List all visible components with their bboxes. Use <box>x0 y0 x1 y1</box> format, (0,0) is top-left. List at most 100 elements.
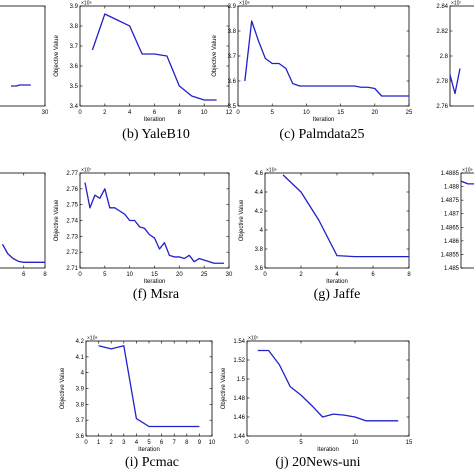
panel-b-ytick-label: 3.4 <box>70 104 79 110</box>
panel-e-xtick-label: 8 <box>43 272 47 278</box>
panel-i-caption: (i) Pcmac <box>125 455 179 470</box>
panel-c-ytick-label: 3.9 <box>228 4 237 10</box>
panel-a-axes-box <box>0 5 46 107</box>
panel-f-xtick-label: 10 <box>126 272 133 278</box>
panel-c-ytick-label: 3.6 <box>228 79 237 85</box>
panel-c-xtick-label: 10 <box>303 110 310 116</box>
panel-e-axes-box <box>0 172 46 269</box>
panel-j-series-line <box>257 349 399 422</box>
panel-b-ytick-label: 3.7 <box>70 44 79 50</box>
panel-h-ytick-label: 1.487 <box>444 212 460 218</box>
panel-j-axes-box <box>246 340 410 437</box>
panel-c-series-line <box>244 20 409 97</box>
panel-j: 0 5 10 15 1.44 1.46 1.48 1.5 1.52 1.54×10⁷ Iterati… <box>221 336 413 471</box>
panel-f-xtick-label: 20 <box>176 272 183 278</box>
panel-b-ytick-label: 3.9 <box>70 4 79 10</box>
panel-h-ytick-label: 1.488 <box>444 185 460 191</box>
panel-c-xtick-label: 25 <box>406 110 413 116</box>
panel-h-axes-box <box>460 172 474 269</box>
panel-c-ytick-label: 3.7 <box>228 54 237 60</box>
panel-i-series-line <box>98 345 200 428</box>
panel-j-caption: (j) 20News-uni <box>275 455 360 470</box>
panel-f-ytick-label: 2.75 <box>66 203 78 209</box>
panel-g-y-axis-label: Objective Value <box>239 199 245 241</box>
panel-i-x-axis-label: Iteration <box>138 447 160 453</box>
panel-g-ytick-label: 4.6 <box>255 171 264 177</box>
panel-b-ytick-label: 3.6 <box>70 64 79 70</box>
panel-j-x-axis-label: Iteration <box>317 447 339 453</box>
panel-j-ytick-label: 1.48 <box>233 396 245 402</box>
panel-c-axes-box <box>237 5 410 107</box>
panel-h-ytick-label: 1.4885 <box>441 171 460 177</box>
panel-g-ytick-label: 4.4 <box>255 190 264 196</box>
panel-j-ytick-label: 1.52 <box>233 358 245 364</box>
panel-c-xtick-label: 15 <box>337 110 344 116</box>
panel-d: 2.76 2.78 2.8 2.82 2.84×10⁷ <box>436 1 474 110</box>
panel-c-x-axis-label: Iteration <box>313 117 335 123</box>
panel-d-axes-box <box>449 5 474 107</box>
panel-e-series-line <box>1 243 45 263</box>
panel-f-xtick-label: 5 <box>103 272 107 278</box>
panel-f-ytick-label: 2.77 <box>66 171 78 177</box>
panel-h-ytick-label: 1.486 <box>444 239 460 245</box>
panel-d-series-line <box>449 68 461 95</box>
panel-j-y-multiplier: ×10⁷ <box>248 336 258 342</box>
panel-f-ytick-label: 2.76 <box>66 187 78 193</box>
panel-f-caption: (f) Msra <box>133 287 180 302</box>
panel-i-ytick-label: 3.9 <box>76 387 85 393</box>
panel-j-xtick-label: 5 <box>299 440 303 446</box>
panel-a-xtick-label: 30 <box>42 110 49 116</box>
panel-g-ytick-label: 4.2 <box>255 209 264 215</box>
panel-c-ytick-label: 3.8 <box>228 29 237 35</box>
panel-j-ytick-label: 1.44 <box>233 434 245 440</box>
panel-i-xtick-label: 3 <box>122 440 126 446</box>
panel-h-ytick-label: 1.4855 <box>441 252 460 258</box>
panel-h-series-line <box>460 180 474 185</box>
panel-b-ytick-label: 3.8 <box>70 24 79 30</box>
panel-i-y-axis-label: Objective Value <box>60 367 66 409</box>
panel-d-ytick-label: 2.82 <box>436 29 448 35</box>
panel-h-ytick-label: 1.4875 <box>441 198 460 204</box>
panel-f-axes-box <box>79 172 230 269</box>
panel-b-series-line <box>91 13 217 101</box>
panel-j-xtick-label: 0 <box>245 440 249 446</box>
panel-c-ytick-label: 3.5 <box>228 104 237 110</box>
panel-i-ytick-label: 3.6 <box>76 434 85 440</box>
panel-i-y-multiplier: ×10⁸ <box>87 336 98 342</box>
panel-j-xtick-label: 10 <box>352 440 359 446</box>
panel-g-ytick-label: 3.6 <box>255 266 264 272</box>
panel-j-ytick-label: 1.46 <box>233 415 245 421</box>
panel-c-y-axis-label: Objective Value <box>212 35 218 77</box>
panel-b-xtick-label: 0 <box>78 110 82 116</box>
panel-g-xtick-label: 2 <box>299 272 303 278</box>
panel-g-ytick-label: 3.8 <box>255 247 264 253</box>
panel-i: 0 1 2 3 4 5 6 7 8 9 10 3.6 3.7 3.8 3.9 4 4.1 4.2×10⁸ Itera… <box>60 336 216 471</box>
panel-f-y-multiplier: ×10⁷ <box>81 168 91 174</box>
panel-f-ytick-label: 2.74 <box>66 219 78 225</box>
panel-h-y-multiplier: ×10⁸ <box>462 168 473 174</box>
panel-f-ytick-label: 2.73 <box>66 234 78 240</box>
panel-e-xtick-label: 6 <box>22 272 26 278</box>
panel-f-series-line <box>84 182 225 264</box>
panel-i-ytick-label: 4.2 <box>76 339 85 345</box>
panel-c-y-multiplier: ×10⁸ <box>239 1 250 7</box>
panel-d-ytick-label: 2.84 <box>436 4 448 10</box>
panel-i-xtick-label: 8 <box>185 440 189 446</box>
panel-i-ytick-label: 4.1 <box>76 355 85 361</box>
panel-j-xtick-label: 15 <box>406 440 413 446</box>
panel-b-xtick-label: 2 <box>103 110 107 116</box>
panel-g-axes-box <box>264 172 410 269</box>
panel-g-xtick-label: 8 <box>407 272 411 278</box>
panel-j-ytick-label: 1.54 <box>233 339 245 345</box>
panel-f-ytick-label: 2.72 <box>66 250 78 256</box>
panel-b-xtick-label: 6 <box>153 110 157 116</box>
panel-i-xtick-label: 0 <box>84 440 88 446</box>
panel-h-ytick-label: 1.485 <box>444 266 460 272</box>
panel-i-xtick-label: 6 <box>160 440 164 446</box>
panel-i-xtick-label: 9 <box>198 440 202 446</box>
panel-c-xtick-label: 5 <box>271 110 275 116</box>
panel-i-xtick-label: 7 <box>173 440 177 446</box>
